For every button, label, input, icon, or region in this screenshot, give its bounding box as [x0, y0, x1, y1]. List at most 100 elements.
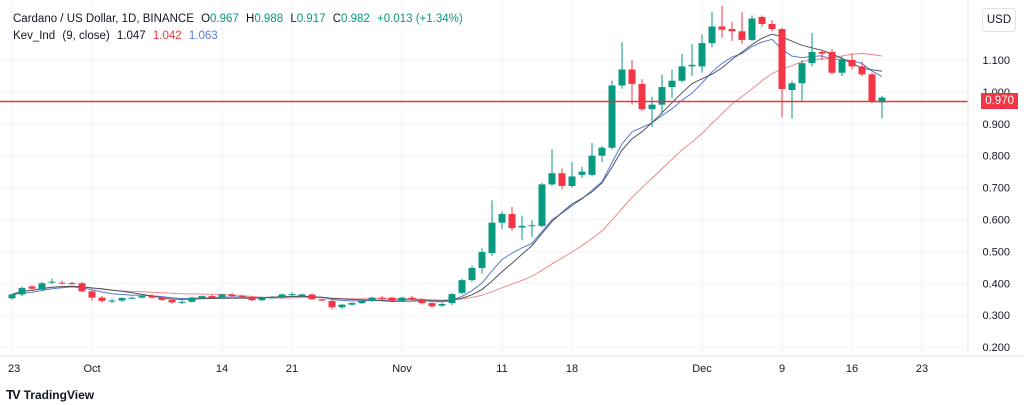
candle-body — [18, 288, 26, 295]
candle — [828, 48, 836, 75]
candle-body — [488, 222, 496, 253]
candle-body — [808, 52, 816, 64]
candle — [778, 28, 786, 118]
candle-body — [748, 18, 756, 40]
high-value: 0.988 — [254, 13, 284, 25]
moving-averages — [11, 33, 883, 303]
candle-body — [608, 85, 616, 148]
candle — [688, 44, 696, 76]
candle — [878, 95, 886, 119]
candle — [238, 294, 246, 298]
ma-red-line — [11, 52, 883, 301]
time-tick-label: 23 — [916, 363, 928, 375]
candle-body — [818, 52, 826, 54]
candle — [798, 60, 806, 102]
candle-body — [828, 52, 836, 73]
candle-body — [58, 282, 66, 284]
candle — [508, 206, 516, 231]
price-tick-label: 0.600 — [982, 215, 1010, 227]
candle-body — [858, 66, 866, 75]
candle-body — [688, 64, 696, 67]
symbol-title[interactable]: Cardano / US Dollar, 1D, BINANCE — [13, 13, 194, 25]
indicator-params: (9, close) — [62, 30, 110, 42]
time-tick-label: 23 — [8, 363, 20, 375]
low-label: L — [290, 13, 297, 25]
candle-body — [268, 297, 276, 299]
time-tick-label: 21 — [286, 363, 298, 375]
candle-body — [548, 173, 556, 185]
current-price-label: 0.970 — [981, 93, 1018, 110]
candle-body — [218, 294, 226, 298]
candle-body — [758, 16, 766, 24]
price-tick-label: 0.500 — [982, 246, 1010, 258]
candle — [158, 296, 166, 301]
candle-body — [288, 294, 296, 296]
candle-body — [378, 297, 386, 299]
high-label: H — [246, 13, 255, 25]
candle-body — [358, 300, 366, 304]
candle-body — [198, 296, 206, 298]
time-tick-label: Dec — [692, 363, 712, 375]
candle-body — [478, 252, 486, 268]
candle-body — [848, 60, 856, 67]
candle-body — [708, 26, 716, 44]
candle — [668, 69, 676, 99]
candle-body — [718, 26, 726, 30]
candle — [588, 142, 596, 177]
candle — [818, 50, 826, 60]
candle — [328, 299, 336, 310]
candle-body — [118, 297, 126, 301]
candle — [458, 278, 466, 295]
candle — [578, 166, 586, 179]
candle-body — [168, 299, 176, 303]
candles — [8, 5, 886, 310]
candle — [638, 79, 646, 112]
candle-body — [798, 63, 806, 84]
candle — [98, 296, 106, 303]
candle — [28, 284, 36, 290]
time-tick-label: 18 — [566, 363, 578, 375]
candle — [838, 56, 846, 76]
candle — [258, 296, 266, 302]
candle-body — [458, 280, 466, 293]
time-axis[interactable]: 23 Oct 14 21 Nov 11 18 Dec 9 16 23 — [8, 363, 928, 375]
candle — [248, 296, 256, 302]
candle-body — [528, 225, 536, 227]
tradingview-logo[interactable]: TV TradingView — [6, 387, 94, 402]
candle — [338, 303, 346, 309]
candle — [18, 286, 26, 297]
indicator-row[interactable]: Kev_Ind (9, close) 1.047 1.042 1.063 — [13, 28, 467, 45]
candle — [488, 200, 496, 257]
candle — [118, 297, 126, 302]
candle — [738, 12, 746, 45]
candle — [408, 296, 416, 301]
tradingview-logo-icon: TV — [6, 387, 21, 402]
candle-body — [138, 296, 146, 298]
candle — [628, 60, 636, 105]
candle-body — [248, 297, 256, 301]
candle-body — [538, 184, 546, 226]
candle — [378, 296, 386, 300]
candle-body — [228, 294, 236, 297]
candle-body — [48, 281, 56, 283]
indicator-name[interactable]: Kev_Ind — [13, 30, 56, 42]
time-tick-label: 16 — [846, 363, 858, 375]
candle-body — [408, 297, 416, 300]
candle — [478, 248, 486, 274]
candle-body — [878, 97, 886, 103]
candle — [8, 293, 16, 300]
candle-body — [598, 147, 606, 156]
candle-body — [648, 104, 656, 110]
candle-body — [508, 214, 516, 229]
candle-body — [278, 294, 286, 298]
currency-button[interactable]: USD — [982, 8, 1016, 32]
candle — [148, 294, 156, 299]
candle-body — [618, 69, 626, 86]
price-tick-label: 0.700 — [982, 183, 1010, 195]
candle-body — [778, 29, 786, 90]
candle — [468, 265, 476, 282]
candle — [368, 296, 376, 302]
time-tick-label: 14 — [216, 363, 228, 375]
candle — [48, 278, 56, 284]
